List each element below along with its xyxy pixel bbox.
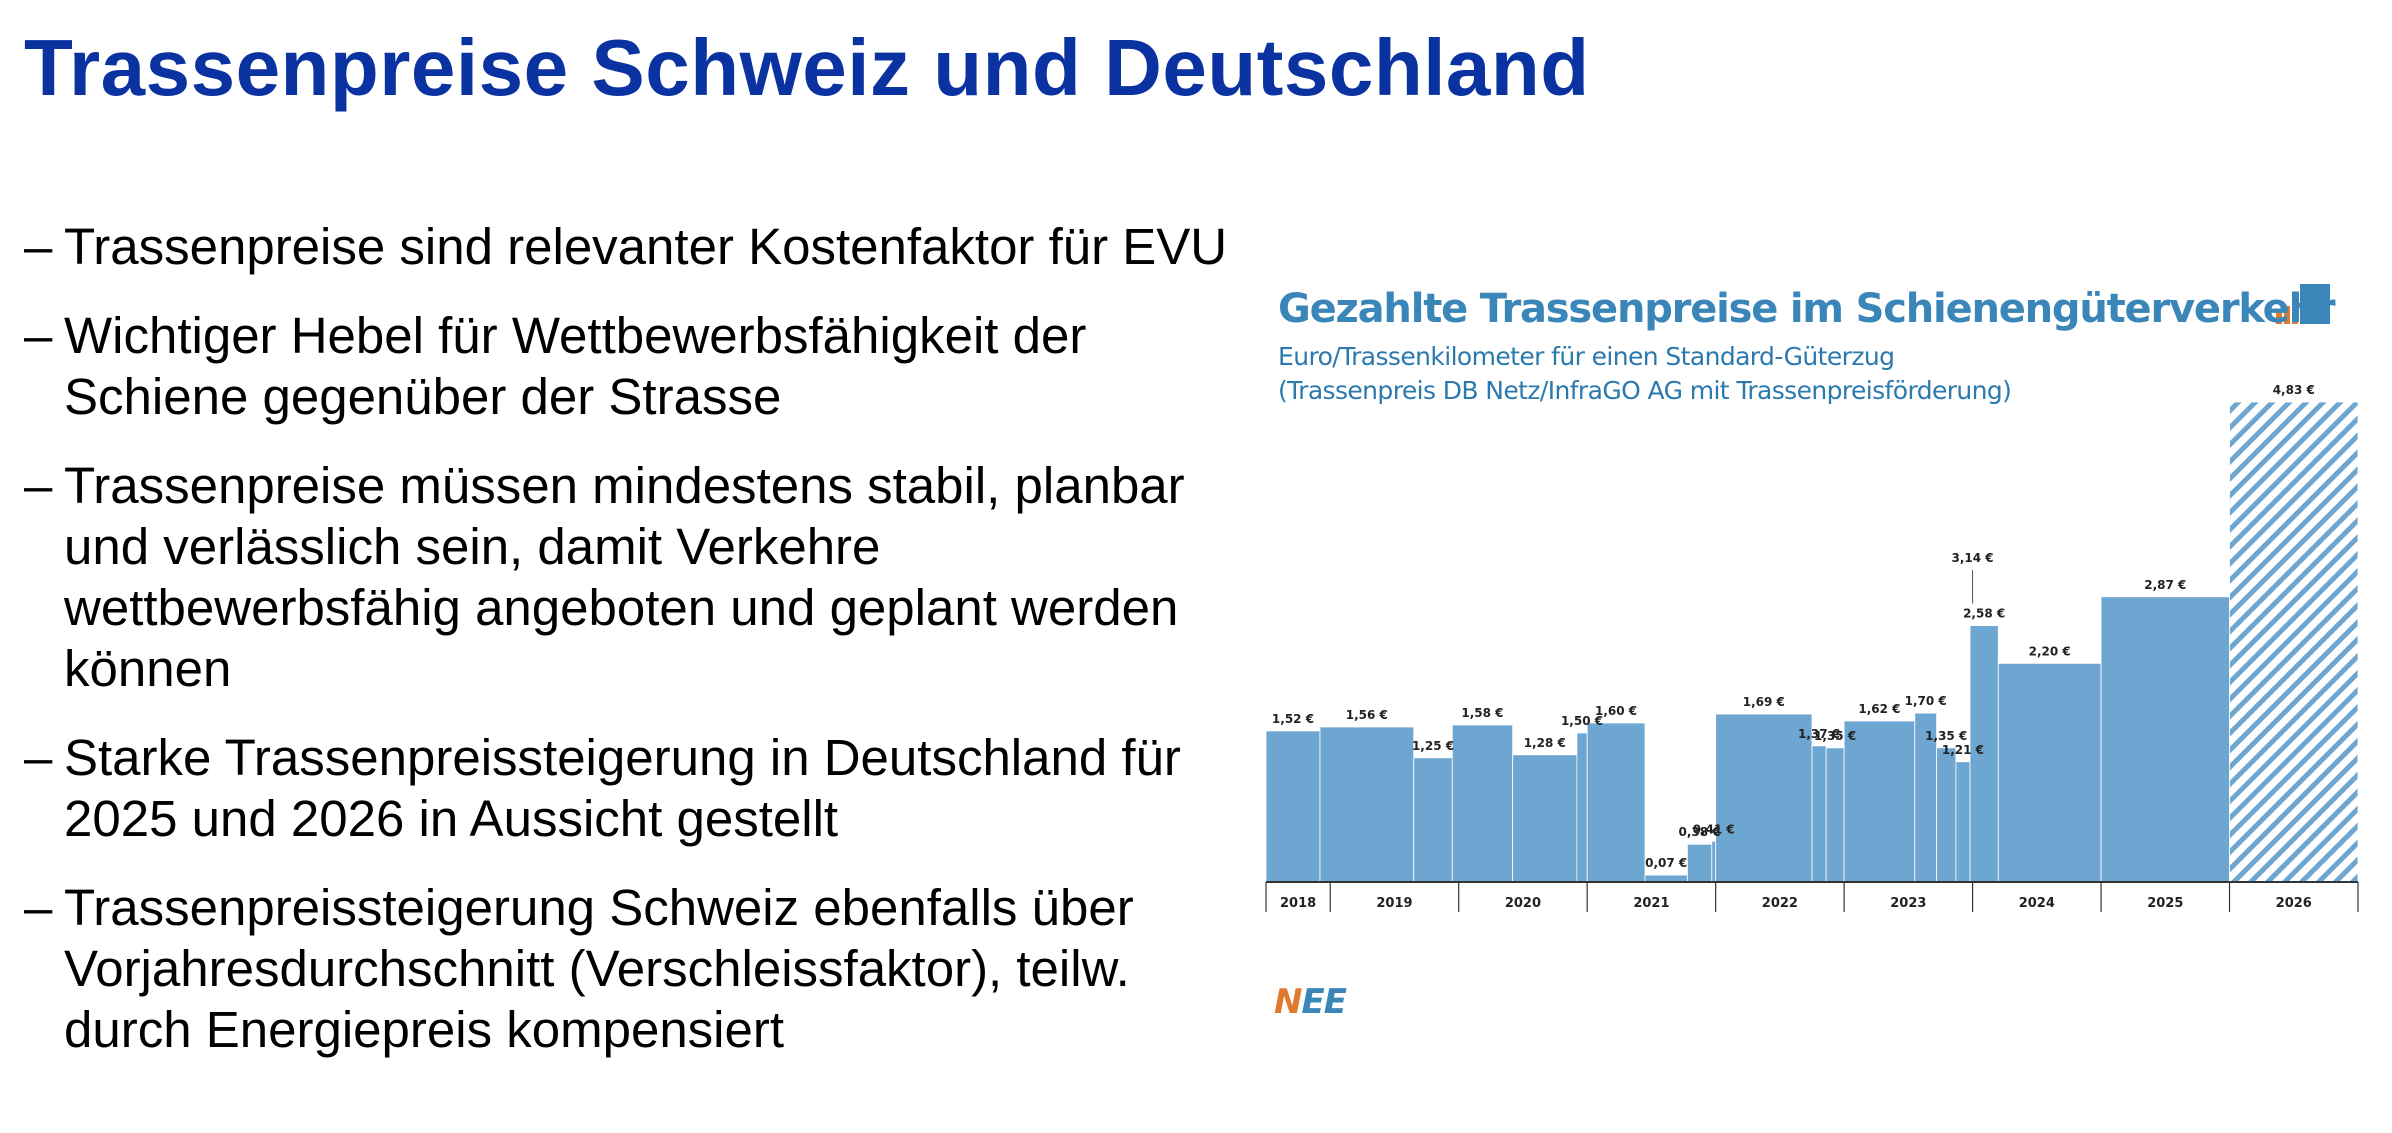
- data-label: 1,35 €: [1814, 729, 1856, 743]
- bullet-marker: –: [24, 729, 53, 786]
- forecast-bar: [2229, 401, 2359, 883]
- bars-layer: [1265, 401, 2359, 883]
- data-label: 2,87 €: [2144, 578, 2186, 592]
- bar: [2100, 596, 2230, 883]
- data-label: 1,56 €: [1346, 708, 1388, 722]
- bar: [1955, 761, 1971, 883]
- bullet-item: – Trassenpreissteigerung Schweiz ebenfall…: [24, 877, 1254, 1060]
- data-label: 1,25 €: [1412, 739, 1454, 753]
- bar: [1997, 662, 2102, 883]
- bar: [1586, 722, 1646, 883]
- bar: [1715, 713, 1813, 883]
- corner-mark-icon: [2276, 284, 2330, 324]
- bullet-item: – Trassenpreise müssen mindestens stabil,…: [24, 455, 1254, 699]
- data-label: 1,35 €: [1925, 729, 1967, 743]
- data-label: 0,07 €: [1645, 856, 1687, 870]
- year-tick-label: 2026: [2276, 896, 2312, 911]
- bullet-text: Trassenpreise müssen mindestens stabil, …: [64, 457, 1185, 697]
- data-label: 1,37 €: [1798, 727, 1840, 741]
- bullet-marker: –: [24, 457, 53, 514]
- bar: [1319, 726, 1415, 883]
- slide-title: Trassenpreise Schweiz und Deutschland: [24, 23, 1590, 112]
- data-label: 1,28 €: [1524, 736, 1566, 750]
- year-tick-label: 2019: [1376, 896, 1412, 911]
- data-label: 1,52 €: [1272, 712, 1314, 726]
- year-tick-label: 2018: [1280, 896, 1316, 911]
- chart-panel: 1,52 € 1,56 € 1,25 € 1,58 € 1,28 € 1,50 €1,60…: [1264, 270, 2364, 1045]
- year-tick-label: 2021: [1633, 896, 1669, 911]
- nee-logo: NEE: [1274, 982, 1347, 1022]
- peak-label: 3,14 €: [1952, 551, 1994, 565]
- bar: [1811, 745, 1827, 883]
- bullet-text: Wichtiger Hebel für Wettbewerbsfähigkeit…: [64, 307, 1087, 425]
- bar: [1843, 720, 1916, 883]
- value-labels-layer: 1,52 € 1,56 € 1,25 € 1,58 € 1,28 € 1,50 €1,60…: [1272, 383, 2315, 870]
- bullet-text: Starke Trassenpreissteigerung in Deutsch…: [64, 729, 1181, 847]
- bar: [1413, 757, 1453, 883]
- year-tick-label: 2024: [2019, 896, 2055, 911]
- bar: [1969, 625, 1999, 883]
- bar: [1451, 724, 1514, 883]
- bar: [1576, 732, 1588, 883]
- bar: [1711, 840, 1717, 883]
- chart-subtitle-2: (Trassenpreis DB Netz/InfraGO AG mit Tra…: [1278, 376, 2012, 405]
- bullet-item: – Wichtiger Hebel für Wettbewerbsfähigkei…: [24, 305, 1254, 427]
- x-axis: 2018 2019 2020 2021 2022 2023 2024 2025 2026: [1265, 569, 2359, 912]
- bullet-marker: –: [24, 879, 53, 936]
- data-label: 4,83 €: [2273, 383, 2315, 397]
- bullet-list: – Trassenpreise sind relevanter Kostenfak…: [24, 216, 1254, 1088]
- chart-title: Gezahlte Trassenpreise im Schienengüterv…: [1278, 286, 2336, 332]
- data-label: 1,69 €: [1743, 695, 1785, 709]
- data-label: 2,20 €: [2029, 644, 2071, 658]
- bullet-item: – Starke Trassenpreissteigerung in Deutsc…: [24, 727, 1254, 849]
- bullet-marker: –: [24, 218, 53, 275]
- bar: [1825, 747, 1845, 883]
- data-label: 0,41 €: [1693, 822, 1735, 836]
- data-label: 1,58 €: [1461, 706, 1503, 720]
- bar: [1644, 874, 1688, 883]
- data-label: 1,62 €: [1858, 702, 1900, 716]
- data-label: 0,38 €: [1679, 825, 1721, 839]
- bar: [1686, 843, 1713, 883]
- year-tick-label: 2025: [2147, 896, 2183, 911]
- data-label: 1,50 €: [1561, 714, 1603, 728]
- bullet-text: Trassenpreise sind relevanter Kostenfakt…: [64, 218, 1228, 275]
- year-tick-label: 2020: [1505, 896, 1541, 911]
- bar: [1265, 730, 1321, 883]
- chart-svg: 1,52 € 1,56 € 1,25 € 1,58 € 1,28 € 1,50 €1,60…: [1265, 284, 2359, 912]
- bar: [1512, 754, 1578, 883]
- chart-subtitle: Euro/Trassenkilometer für einen Standard…: [1278, 342, 1895, 371]
- bullet-item: – Trassenpreise sind relevanter Kostenfak…: [24, 216, 1254, 277]
- bullet-text: Trassenpreissteigerung Schweiz ebenfalls…: [64, 879, 1134, 1058]
- bar: [1936, 747, 1957, 883]
- year-tick-label: 2023: [1890, 896, 1926, 911]
- data-label: 1,60 €: [1595, 704, 1637, 718]
- year-tick-label: 2022: [1762, 896, 1798, 911]
- bullet-marker: –: [24, 307, 53, 364]
- data-label: 1,70 €: [1905, 694, 1947, 708]
- data-label: 2,58 €: [1963, 607, 2005, 621]
- data-label: 1,21 €: [1942, 743, 1984, 757]
